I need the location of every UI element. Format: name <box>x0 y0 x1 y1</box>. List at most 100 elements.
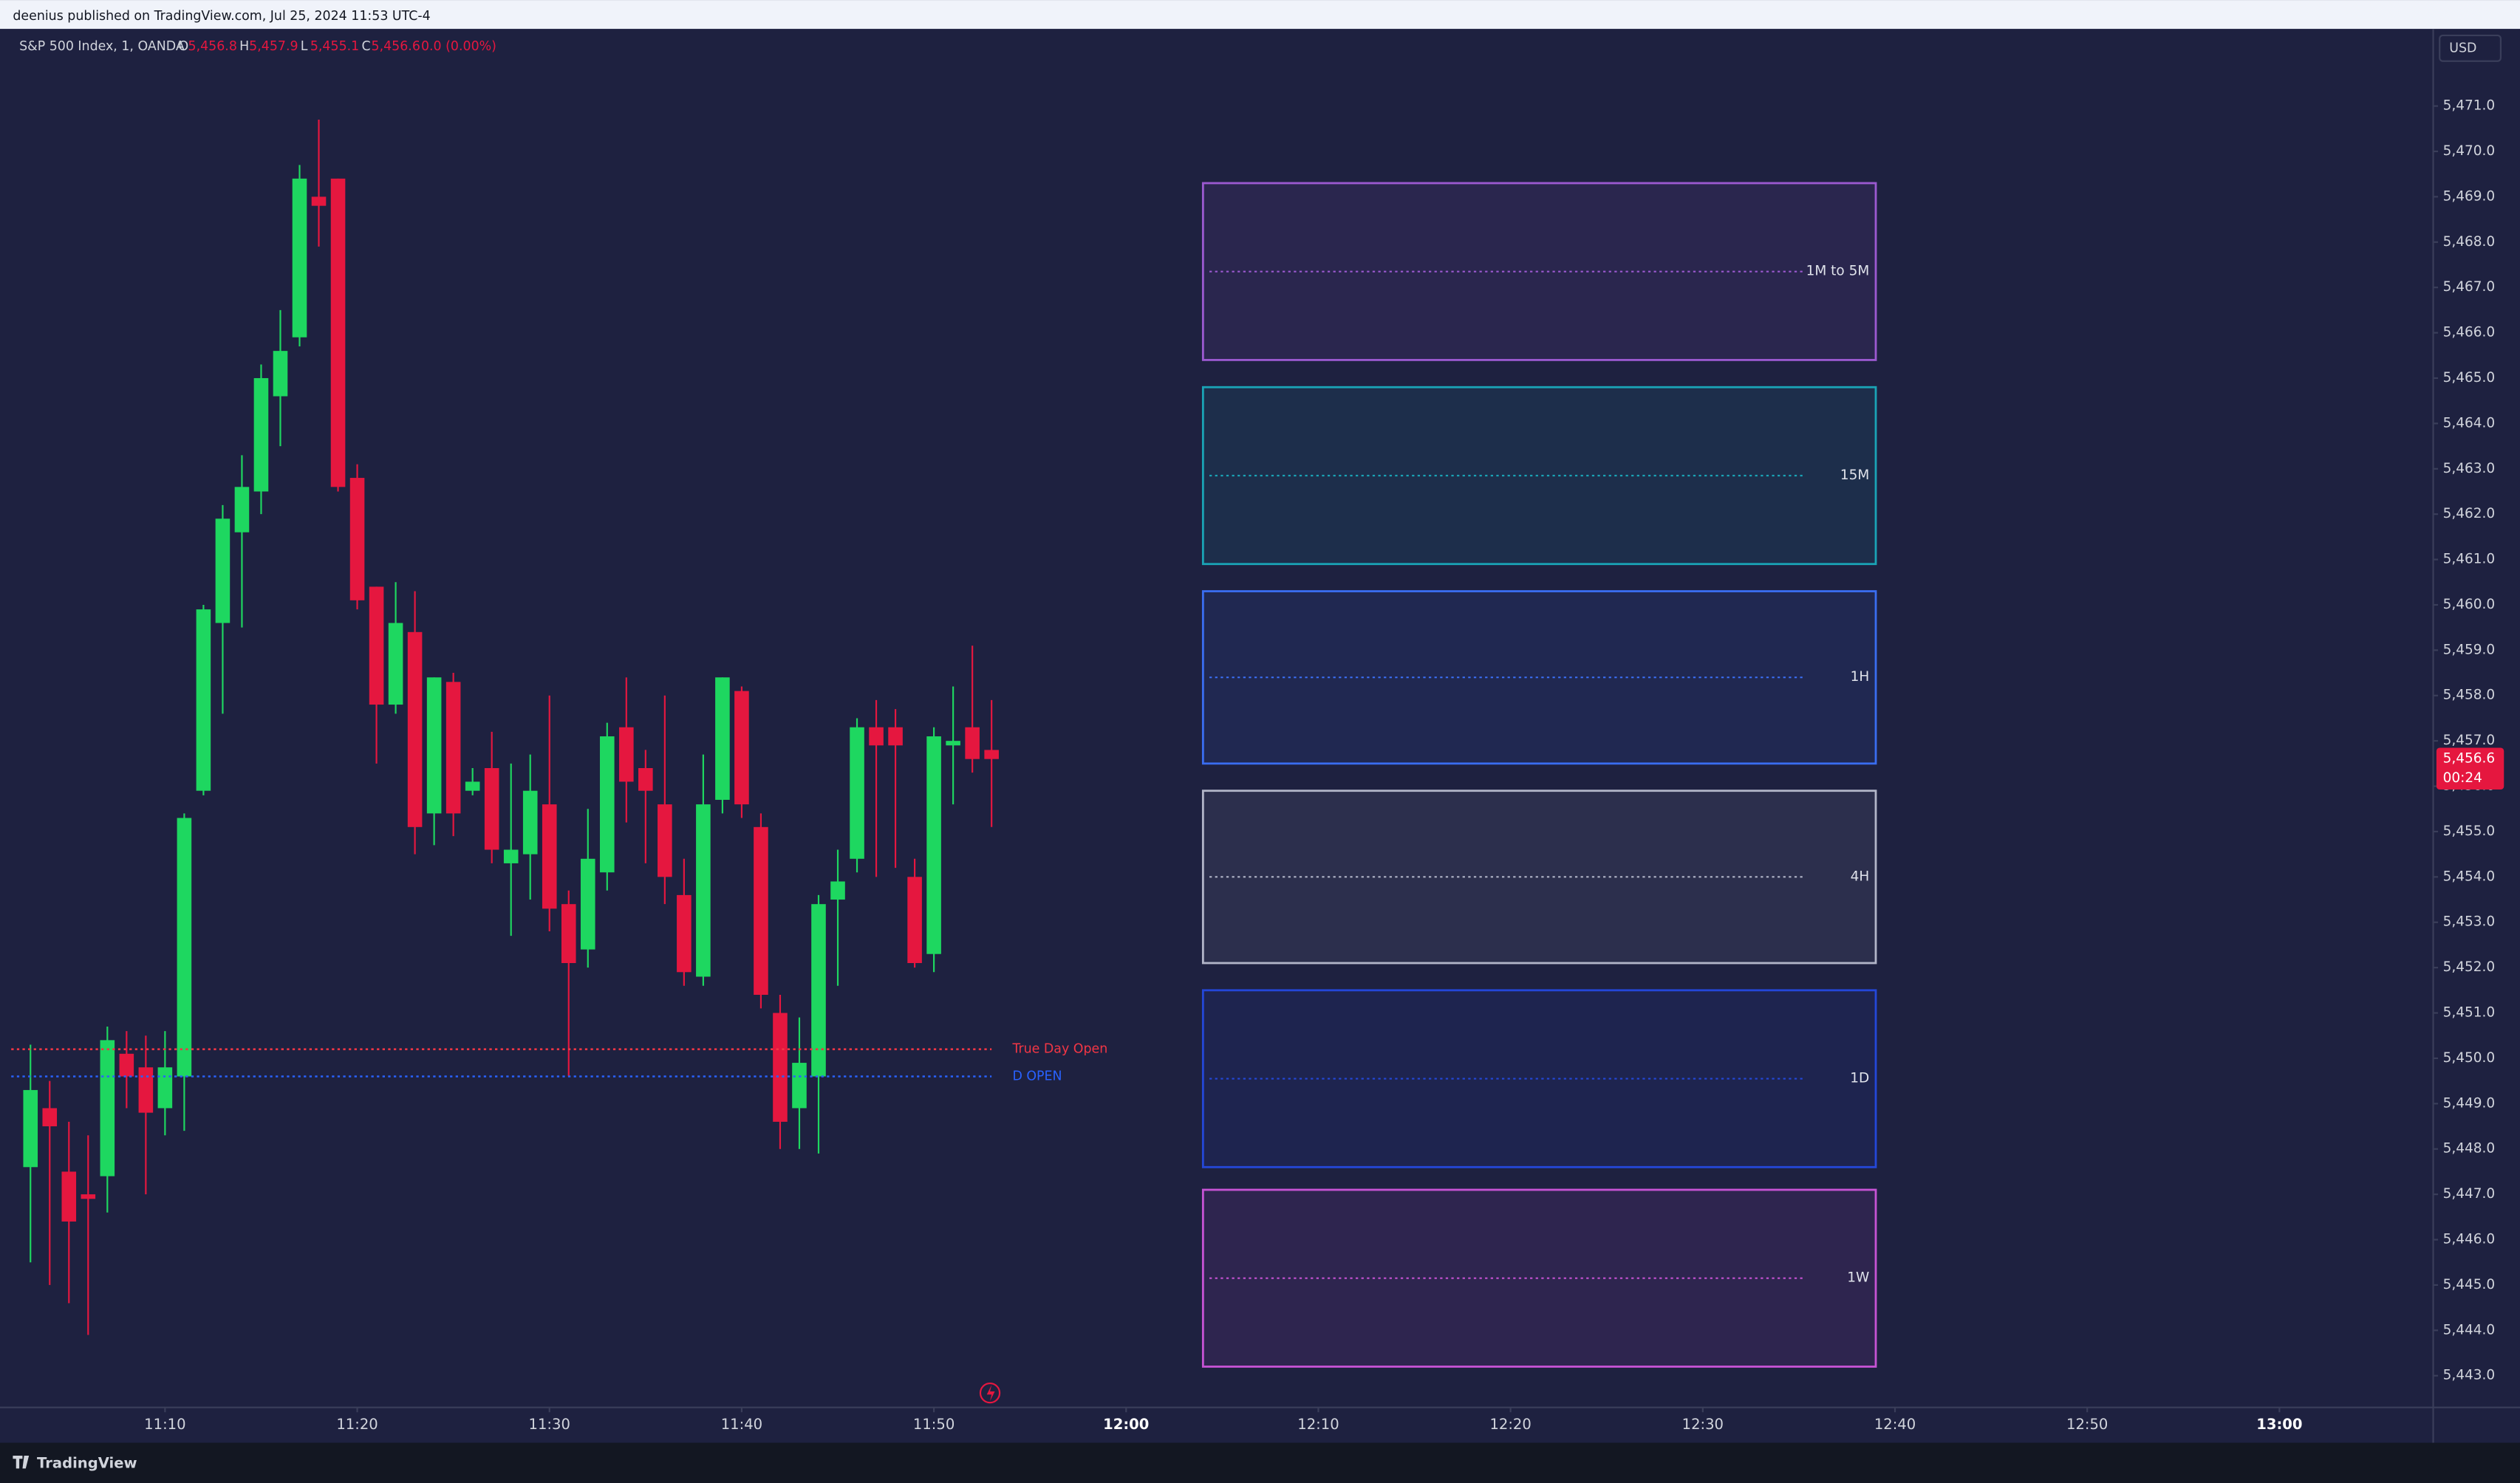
zone-box <box>1201 989 1877 1168</box>
last-price-box <box>2436 747 2504 790</box>
legend-label: H <box>239 39 249 54</box>
x-tick-label: 13:00 <box>2256 1416 2302 1433</box>
x-tick-label: 12:00 <box>1103 1416 1149 1433</box>
publish-info: deenius published on TradingView.com, Ju… <box>13 9 430 24</box>
zone-label: 1D <box>1850 1071 1869 1086</box>
zone-box <box>1201 590 1877 765</box>
countdown: 00:24 <box>2443 770 2482 786</box>
y-tick-label: 5,450.0 <box>2443 1050 2496 1066</box>
candle-body <box>157 1067 173 1109</box>
level-label: True Day Open <box>1011 1042 1107 1057</box>
candle-body <box>561 904 576 964</box>
candle-body <box>484 767 499 850</box>
candle-body <box>619 727 634 782</box>
legend-label: O <box>178 39 188 54</box>
candle-body <box>61 1171 77 1222</box>
brand: TradingView <box>37 1454 137 1471</box>
candle-body <box>177 818 192 1077</box>
currency-box[interactable] <box>2439 34 2502 62</box>
candle-body <box>253 377 269 492</box>
x-tick-label: 12:20 <box>1489 1416 1531 1433</box>
zone-box <box>1201 1188 1877 1368</box>
y-tick-label: 5,464.0 <box>2443 415 2496 431</box>
y-tick-label: 5,458.0 <box>2443 688 2496 703</box>
x-tick-label: 11:50 <box>913 1416 955 1433</box>
candle-body <box>792 1063 807 1109</box>
y-tick-label: 5,454.0 <box>2443 869 2496 884</box>
zone-label: 1M to 5M <box>1806 264 1870 279</box>
y-tick-label: 5,449.0 <box>2443 1095 2496 1111</box>
y-tick-label: 5,463.0 <box>2443 461 2496 476</box>
candle-body <box>850 727 864 859</box>
y-tick-label: 5,460.0 <box>2443 597 2496 612</box>
candle-body <box>234 487 250 532</box>
x-tick-label: 12:10 <box>1297 1416 1339 1433</box>
legend-value: 5,456.6 <box>372 39 420 54</box>
candle-body <box>100 1040 115 1177</box>
candle-body <box>888 727 903 746</box>
candle-body <box>311 196 327 206</box>
legend-value: 5,456.8 <box>188 39 237 54</box>
y-tick-label: 5,453.0 <box>2443 914 2496 930</box>
y-tick-label: 5,459.0 <box>2443 642 2496 657</box>
y-tick-label: 5,469.0 <box>2443 188 2496 204</box>
candle-body <box>869 727 884 746</box>
candle-body <box>965 727 980 759</box>
y-tick-label: 5,445.0 <box>2443 1277 2496 1292</box>
candle-body <box>23 1089 38 1168</box>
lightning-icon[interactable] <box>979 1382 1001 1404</box>
candle-body <box>946 741 960 746</box>
candle-body <box>542 804 557 909</box>
y-tick-label: 5,471.0 <box>2443 98 2496 114</box>
candle-body <box>907 877 922 964</box>
y-tick-label: 5,443.0 <box>2443 1368 2496 1383</box>
y-tick-label: 5,452.0 <box>2443 959 2496 975</box>
level-label: D OPEN <box>1012 1069 1062 1083</box>
candle-body <box>754 826 768 995</box>
candle-body <box>773 1013 788 1122</box>
candle-body <box>638 767 653 791</box>
candle-body <box>273 351 288 397</box>
candle-body <box>369 586 384 705</box>
y-tick-label: 5,468.0 <box>2443 234 2496 250</box>
currency[interactable]: USD <box>2449 41 2476 55</box>
zone-label: 1H <box>1851 669 1870 685</box>
legend: S&P 500 Index, 1, OANDA O 5,456.8 H 5,45… <box>19 39 496 54</box>
candle-body <box>426 677 442 814</box>
x-tick-label: 11:10 <box>144 1416 185 1433</box>
candle-body <box>811 904 826 1077</box>
x-tick-label: 12:30 <box>1682 1416 1724 1433</box>
lightning-bolt <box>986 1385 995 1401</box>
y-tick-label: 5,461.0 <box>2443 552 2496 567</box>
y-tick-label: 5,465.0 <box>2443 370 2496 386</box>
y-tick-label: 5,448.0 <box>2443 1141 2496 1157</box>
candle-body <box>196 609 211 791</box>
candle-body <box>119 1053 134 1077</box>
candle-body <box>734 691 749 805</box>
y-tick-label: 5,470.0 <box>2443 143 2496 159</box>
candle-body <box>503 849 519 863</box>
last-price-label: 5,456.6 <box>2443 751 2496 767</box>
symbol: S&P 500 Index, 1, OANDA <box>19 39 185 54</box>
x-tick-label: 11:20 <box>336 1416 378 1433</box>
candle-body <box>445 682 461 814</box>
zone-box <box>1201 386 1877 566</box>
zone-label: 4H <box>1851 869 1870 884</box>
candle-body <box>677 894 692 973</box>
zone-label: 15M <box>1840 467 1869 483</box>
top-bar <box>0 0 2520 30</box>
legend-change: 0.0 (0.00%) <box>421 39 496 54</box>
zone-label: 1W <box>1847 1270 1869 1286</box>
x-tick-label: 11:30 <box>529 1416 570 1433</box>
legend-label: L <box>301 39 308 54</box>
logo <box>13 1455 30 1469</box>
y-tick-label: 5,455.0 <box>2443 823 2496 839</box>
x-tick-label: 12:40 <box>1874 1416 1916 1433</box>
candle-body <box>138 1067 154 1113</box>
candle-body <box>292 178 307 338</box>
candle-body <box>926 736 941 954</box>
y-tick-label: 5,446.0 <box>2443 1232 2496 1247</box>
candle-body <box>715 677 730 800</box>
